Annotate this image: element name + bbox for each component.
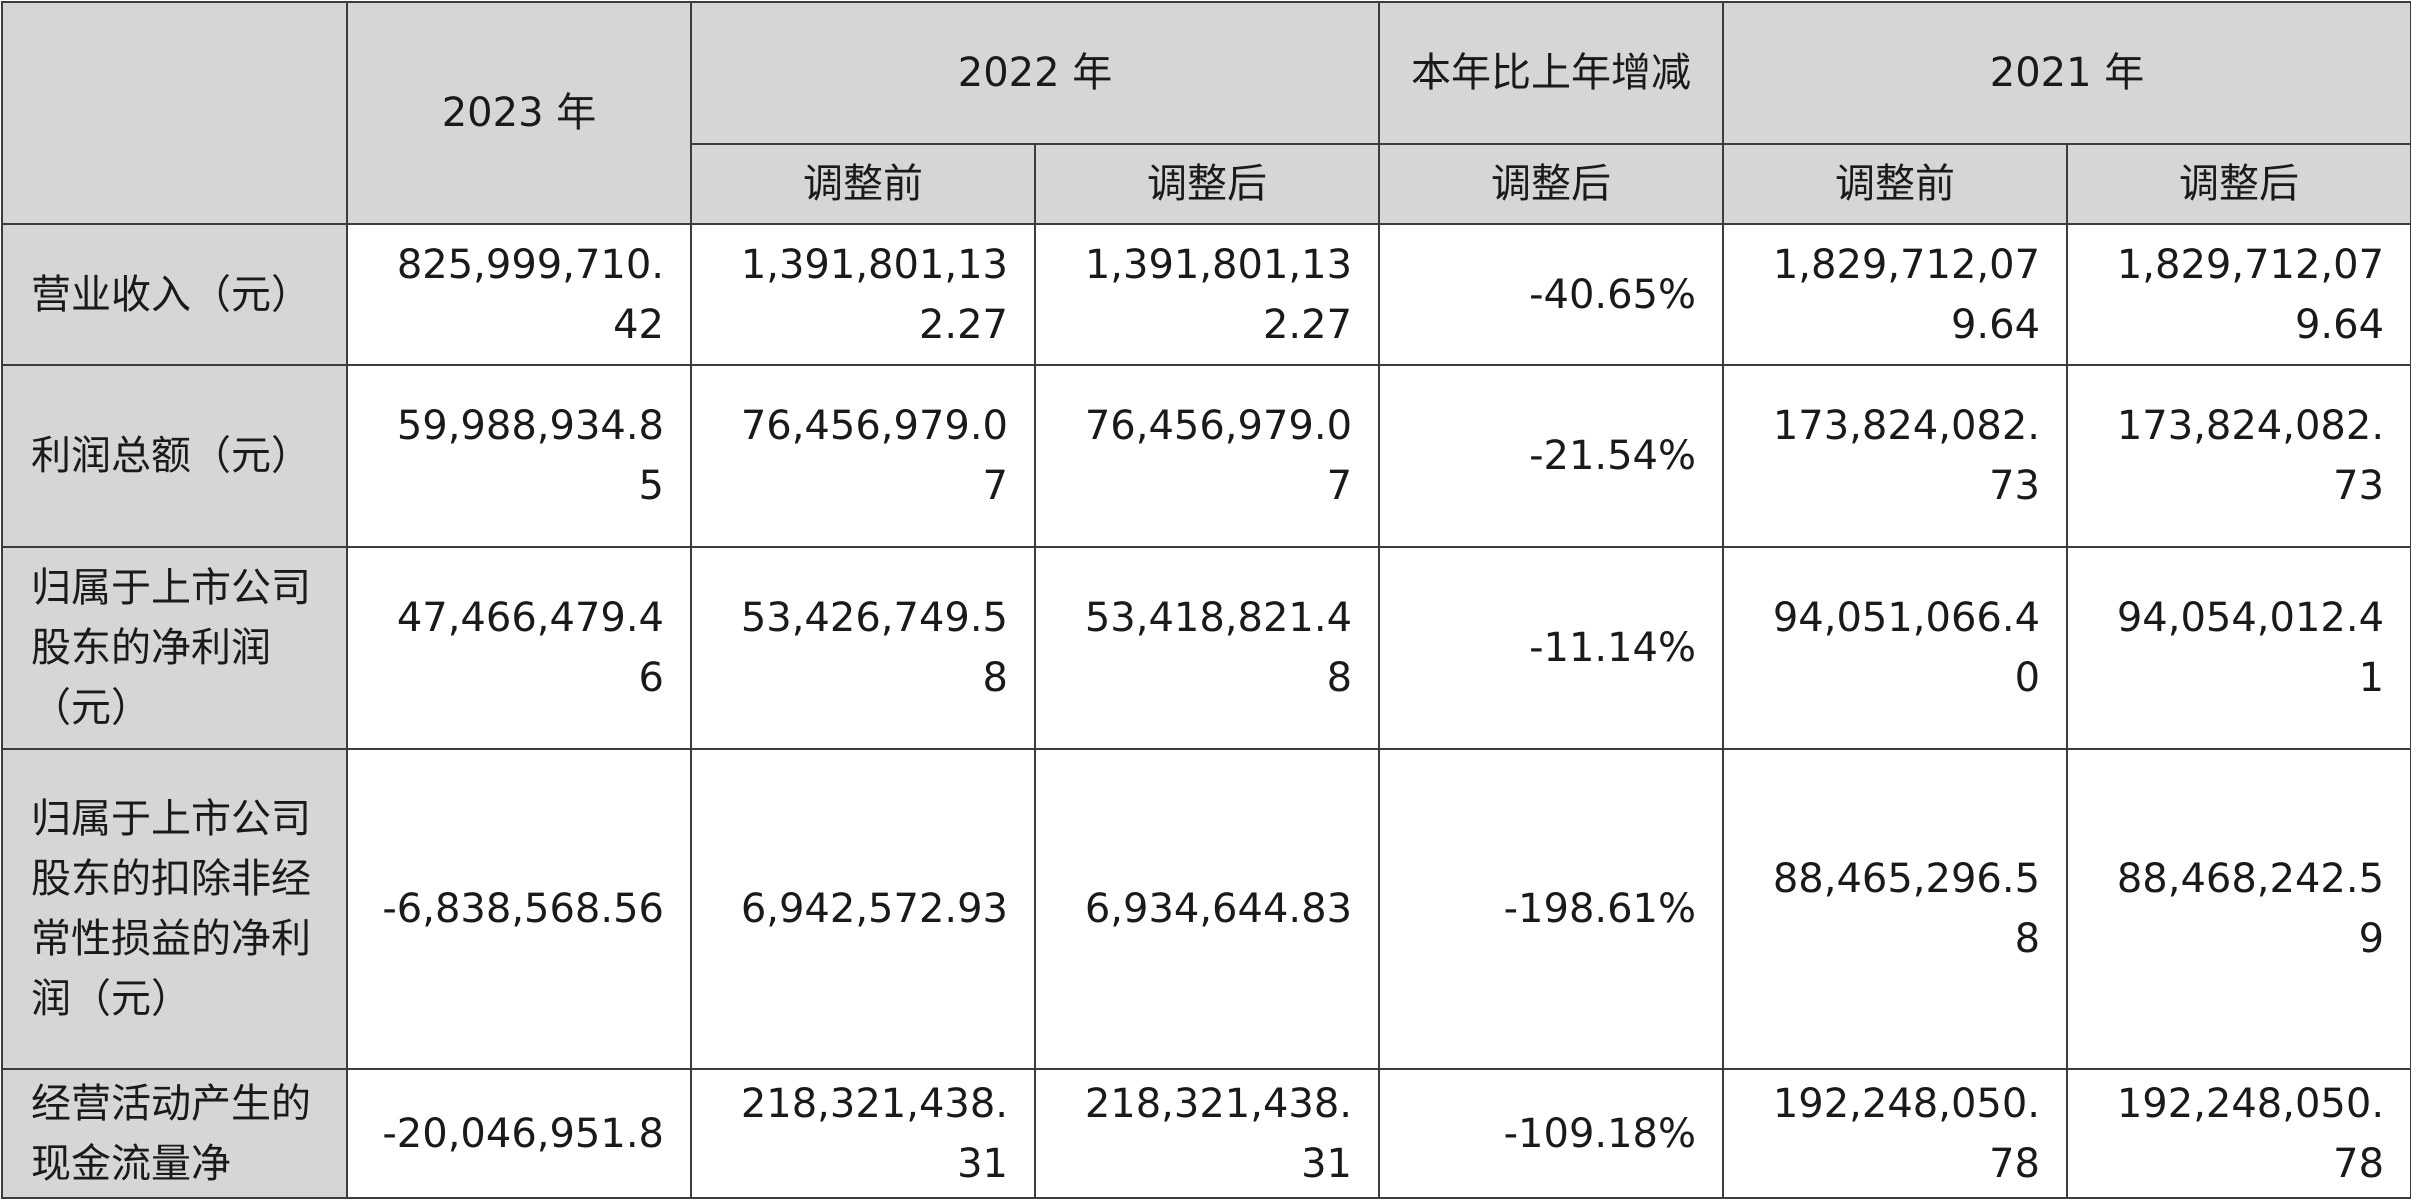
header-2023: 2023 年 — [346, 1, 692, 225]
header-corner-cell — [1, 1, 348, 225]
value-2021-before: 173,824,082.73 — [1722, 364, 2069, 548]
value-change: -198.61% — [1378, 748, 1725, 1070]
value-2022-after: 76,456,979.07 — [1033, 364, 1381, 548]
value-2021-before: 94,051,066.40 — [1722, 546, 2069, 750]
value-2021-after: 1,829,712,079.64 — [2066, 223, 2411, 366]
table-row: 经营活动产生的现金流量净 -20,046,951.8 218,321,438.3… — [1, 1068, 2411, 1199]
value-2021-after: 192,248,050.78 — [2066, 1068, 2411, 1199]
row-label: 归属于上市公司股东的净利润（元） — [1, 546, 348, 750]
table-row: 归属于上市公司股东的净利润（元） 47,466,479.46 53,426,74… — [1, 546, 2411, 750]
value-change: -109.18% — [1378, 1068, 1725, 1199]
value-2023: 825,999,710.42 — [346, 223, 692, 366]
table-row: 利润总额（元） 59,988,934.85 76,456,979.07 76,4… — [1, 364, 2411, 548]
value-2023: -6,838,568.56 — [346, 748, 692, 1070]
header-2022: 2022 年 — [689, 1, 1381, 145]
value-2021-after: 88,468,242.59 — [2066, 748, 2411, 1070]
row-label: 经营活动产生的现金流量净 — [1, 1068, 348, 1199]
value-change: -21.54% — [1378, 364, 1725, 548]
header-2021-before: 调整前 — [1722, 143, 2069, 225]
value-2022-before: 76,456,979.07 — [690, 364, 1036, 548]
header-2021-after: 调整后 — [2066, 143, 2411, 225]
header-change-after: 调整后 — [1378, 143, 1725, 225]
value-2021-before: 1,829,712,079.64 — [1722, 223, 2069, 366]
table-row: 营业收入（元） 825,999,710.42 1,391,801,132.27 … — [1, 223, 2411, 366]
value-2021-after: 173,824,082.73 — [2066, 364, 2411, 548]
value-2022-before: 53,426,749.58 — [690, 546, 1036, 750]
value-2022-before: 1,391,801,132.27 — [690, 223, 1036, 366]
header-row-adjust: 调整前 调整后 调整后 调整前 调整后 — [2, 143, 2411, 225]
header-row-years: 2023 年 2022 年 本年比上年增减 2021 年 — [1, 1, 2411, 225]
value-change: -11.14% — [1378, 546, 1725, 750]
header-change: 本年比上年增减 — [1378, 1, 1725, 145]
value-2022-before: 218,321,438.31 — [690, 1068, 1036, 1199]
value-2021-after: 94,054,012.41 — [2066, 546, 2411, 750]
value-2022-after: 218,321,438.31 — [1033, 1068, 1381, 1199]
value-2022-before: 6,942,572.93 — [690, 748, 1036, 1070]
value-2023: 47,466,479.46 — [346, 546, 692, 750]
row-label: 营业收入（元） — [1, 223, 348, 366]
value-2021-before: 88,465,296.58 — [1722, 748, 2069, 1070]
value-2023: 59,988,934.85 — [346, 364, 692, 548]
value-2022-after: 1,391,801,132.27 — [1033, 223, 1381, 366]
row-label: 利润总额（元） — [1, 364, 348, 548]
header-2021: 2021 年 — [1722, 1, 2411, 145]
table-row: 归属于上市公司股东的扣除非经常性损益的净利润（元） -6,838,568.56 … — [1, 748, 2411, 1070]
header-2022-before: 调整前 — [690, 143, 1036, 225]
row-label: 归属于上市公司股东的扣除非经常性损益的净利润（元） — [1, 748, 348, 1070]
value-2022-after: 53,418,821.48 — [1033, 546, 1381, 750]
value-2021-before: 192,248,050.78 — [1722, 1068, 2069, 1199]
value-2022-after: 6,934,644.83 — [1033, 748, 1381, 1070]
value-change: -40.65% — [1378, 223, 1725, 366]
header-2022-after: 调整后 — [1033, 143, 1381, 225]
value-2023: -20,046,951.8 — [346, 1068, 692, 1199]
